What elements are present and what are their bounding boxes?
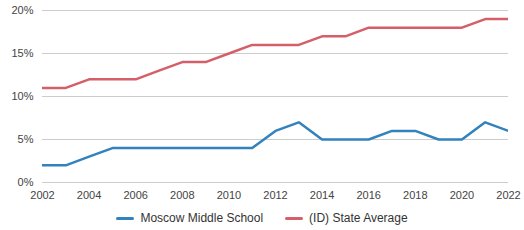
svg-text:2022: 2022 <box>496 189 520 201</box>
html-text:(ID) State Average: (ID) State Average <box>309 211 408 225</box>
svg-text:2016: 2016 <box>356 189 380 201</box>
svg-text:2020: 2020 <box>450 189 474 201</box>
svg-text:15%: 15% <box>11 47 33 59</box>
svg-text:0%: 0% <box>18 176 34 188</box>
svg-text:2018: 2018 <box>403 189 427 201</box>
html-text:Moscow Middle School: Moscow Middle School <box>140 211 264 225</box>
svg-text:10%: 10% <box>11 90 33 102</box>
svg-text:2002: 2002 <box>30 189 54 201</box>
svg-text:2004: 2004 <box>77 189 101 201</box>
svg-text:20%: 20% <box>11 4 33 16</box>
svg-text:2008: 2008 <box>170 189 194 201</box>
svg-text:2014: 2014 <box>310 189 334 201</box>
svg-text:2012: 2012 <box>263 189 287 201</box>
svg-text:2010: 2010 <box>217 189 241 201</box>
svg-text:2006: 2006 <box>123 189 147 201</box>
svg-text:5%: 5% <box>18 133 34 145</box>
